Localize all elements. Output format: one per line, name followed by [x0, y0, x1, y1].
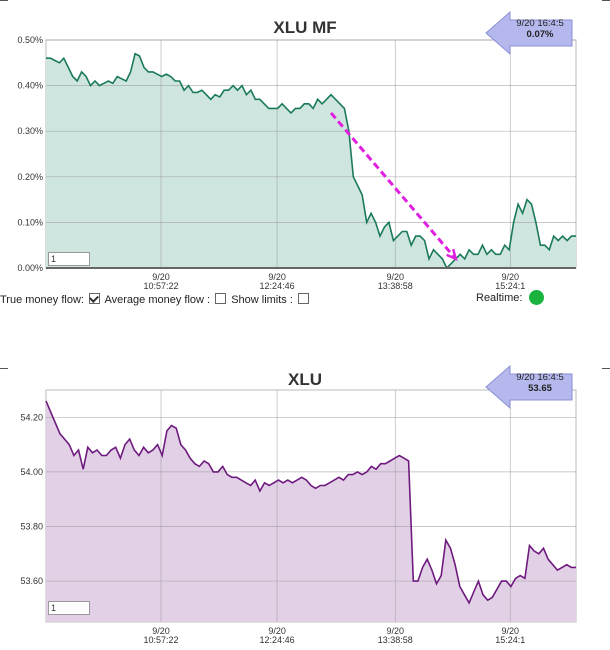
- y-tick-label: 54.00: [20, 467, 43, 477]
- x-tick-date: 9/20: [152, 626, 170, 636]
- series-area: [46, 400, 576, 622]
- y-tick-label: 0.00%: [17, 263, 43, 273]
- x-tick-date: 9/20: [268, 626, 286, 636]
- chart-controls: True money flow: Average money flow : Sh…: [0, 293, 311, 306]
- money-flow-chart: 0.50% 0.40% 0.30% 0.20% 0.10% 0.00% 9/20 10:57:…: [0, 0, 610, 320]
- series-line: [45, 400, 576, 605]
- x-tick-date: 9/20: [502, 626, 520, 636]
- y-tick-label: 0.10%: [17, 217, 43, 227]
- series-line: [46, 52, 576, 270]
- true-money-flow-checkbox[interactable]: [89, 293, 101, 304]
- true-money-flow-label: True money flow:: [0, 294, 84, 306]
- tooltip-time: 9/20 16:4:5: [516, 18, 564, 29]
- show-limits-checkbox[interactable]: [298, 293, 309, 304]
- value-tooltip: 9/20 16:4:5 0.07%: [484, 10, 574, 56]
- x-tick-date: 9/20: [152, 272, 170, 282]
- y-tick-label: 0.30%: [17, 126, 43, 136]
- left-arrow-icon: [485, 10, 573, 56]
- y-tick-label: 0.40%: [17, 81, 43, 91]
- average-money-flow-checkbox[interactable]: [215, 293, 227, 304]
- y-tick-label: 53.80: [20, 521, 43, 531]
- x-tick-time: 15:24:1: [495, 281, 525, 291]
- corner-mark: [602, 0, 610, 1]
- x-tick-time: 12:24:46: [260, 635, 295, 645]
- x-tick-date: 9/20: [387, 626, 405, 636]
- show-limits-label: Show limits :: [231, 294, 293, 306]
- corner-mark: [0, 368, 8, 369]
- series-area: [46, 53, 576, 269]
- x-tick-time: 10:57:22: [143, 281, 178, 291]
- realtime-label: Realtime:: [476, 292, 523, 304]
- x-tick-date: 9/20: [387, 272, 405, 282]
- x-tick-time: 15:24:1: [495, 635, 525, 645]
- trend-arrow-head: [446, 248, 458, 262]
- left-arrow-icon: [485, 364, 573, 410]
- y-tick-label: 54.20: [20, 412, 43, 422]
- average-money-flow-label: Average money flow :: [104, 294, 211, 306]
- tooltip-value: 0.07%: [526, 29, 554, 40]
- realtime-status-icon[interactable]: [529, 290, 544, 305]
- corner-mark: [602, 368, 610, 369]
- corner-mark: [0, 0, 8, 1]
- x-tick-time: 12:24:46: [260, 281, 295, 291]
- price-chart: 54.20 54.00 53.80 53.60 9/20 10:57:22 9/20 12:2…: [0, 352, 610, 650]
- trend-arrow-line: [329, 111, 457, 260]
- x-tick-time: 13:38:58: [378, 281, 413, 291]
- y-tick-label: 53.60: [20, 576, 43, 586]
- x-tick-date: 9/20: [268, 272, 286, 282]
- chart-title: XLU: [288, 370, 322, 389]
- chart-title: XLU MF: [273, 18, 337, 37]
- x-tick-time: 13:38:58: [378, 635, 413, 645]
- y-tick-label: 0.50%: [17, 35, 43, 45]
- money-flow-plot: 0.50%0.40%0.30%0.20%0.10%0.00%9/2010:57:…: [17, 35, 577, 291]
- tooltip-value: 53.65: [528, 383, 552, 394]
- value-tooltip: 9/20 16:4:5 53.65: [484, 364, 574, 410]
- period-input[interactable]: 1: [48, 601, 90, 615]
- x-tick-time: 10:57:22: [143, 635, 178, 645]
- price-plot: 54.2054.0053.8053.609/2010:57:229/2012:2…: [20, 389, 577, 645]
- period-input[interactable]: 1: [48, 252, 90, 266]
- tooltip-time: 9/20 16:4:5: [516, 372, 564, 383]
- y-tick-label: 0.20%: [17, 172, 43, 182]
- x-tick-date: 9/20: [502, 272, 520, 282]
